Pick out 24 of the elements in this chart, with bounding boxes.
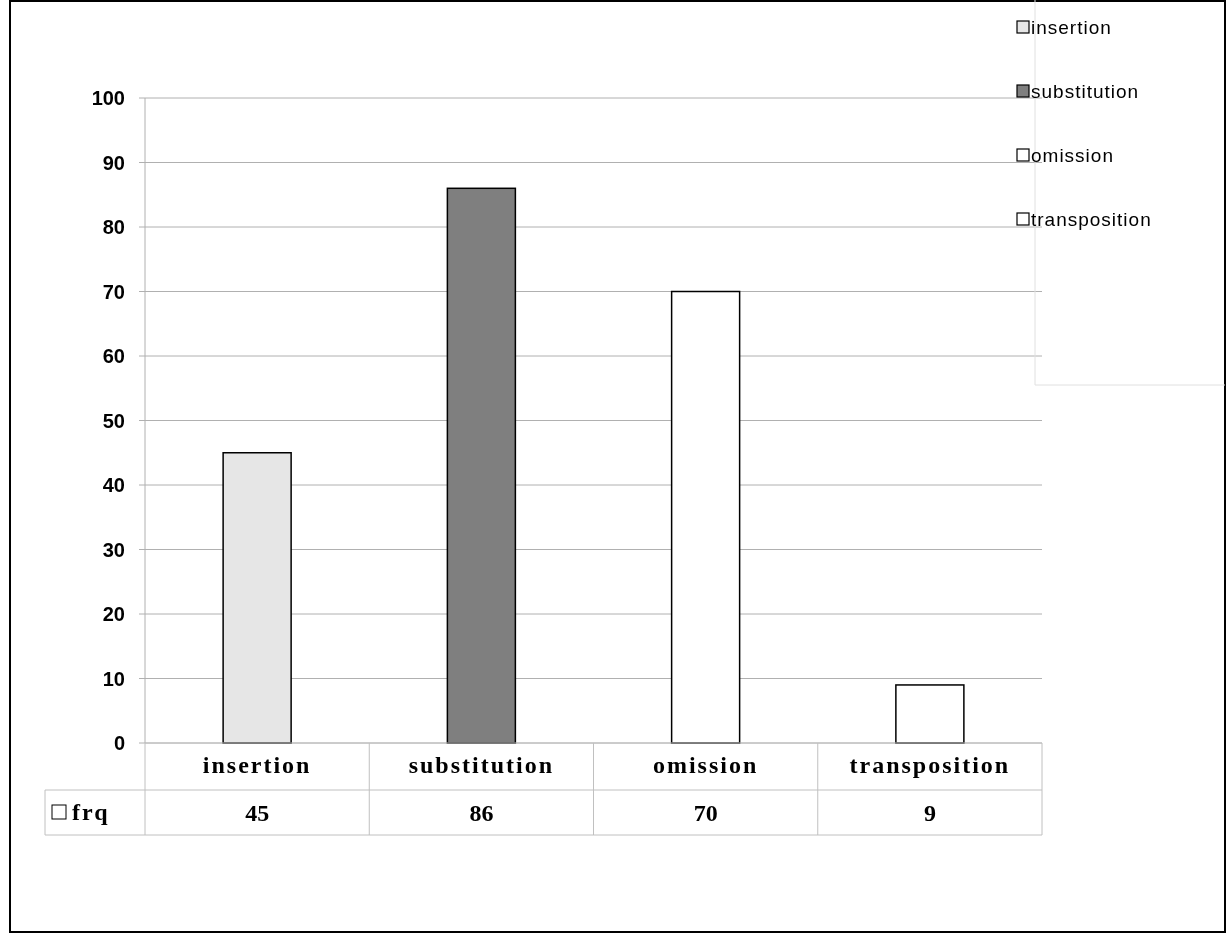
y-tick-label: 90	[102, 151, 125, 174]
text: frq	[72, 799, 110, 825]
y-tick-label: 40	[102, 474, 125, 496]
y-tick-label: 60	[102, 345, 125, 367]
y-tick-label: 0	[113, 732, 125, 754]
legend-label: insertion	[1031, 16, 1112, 38]
y-tick-label: 80	[102, 216, 125, 238]
y-tick-label: 20	[102, 603, 125, 625]
legend-label: omission	[1031, 144, 1114, 166]
y-tick-label: 10	[102, 667, 125, 690]
data-label: 70	[693, 800, 718, 826]
x-tick-label: omission	[652, 752, 759, 778]
legend-label: transposition	[1031, 208, 1152, 230]
data-label: 9	[923, 800, 936, 826]
x-tick-label: substitution	[408, 752, 555, 778]
legend-label: substitution	[1031, 80, 1140, 102]
y-tick-label: 100	[91, 87, 125, 109]
data-label: 86	[469, 800, 494, 826]
y-tick-label: 50	[102, 409, 125, 432]
x-tick-label: insertion	[202, 752, 312, 778]
data-label: 45	[245, 800, 270, 826]
x-tick-label: transposition	[849, 752, 1011, 778]
y-tick-label: 30	[102, 538, 125, 561]
y-tick-label: 70	[102, 280, 125, 303]
